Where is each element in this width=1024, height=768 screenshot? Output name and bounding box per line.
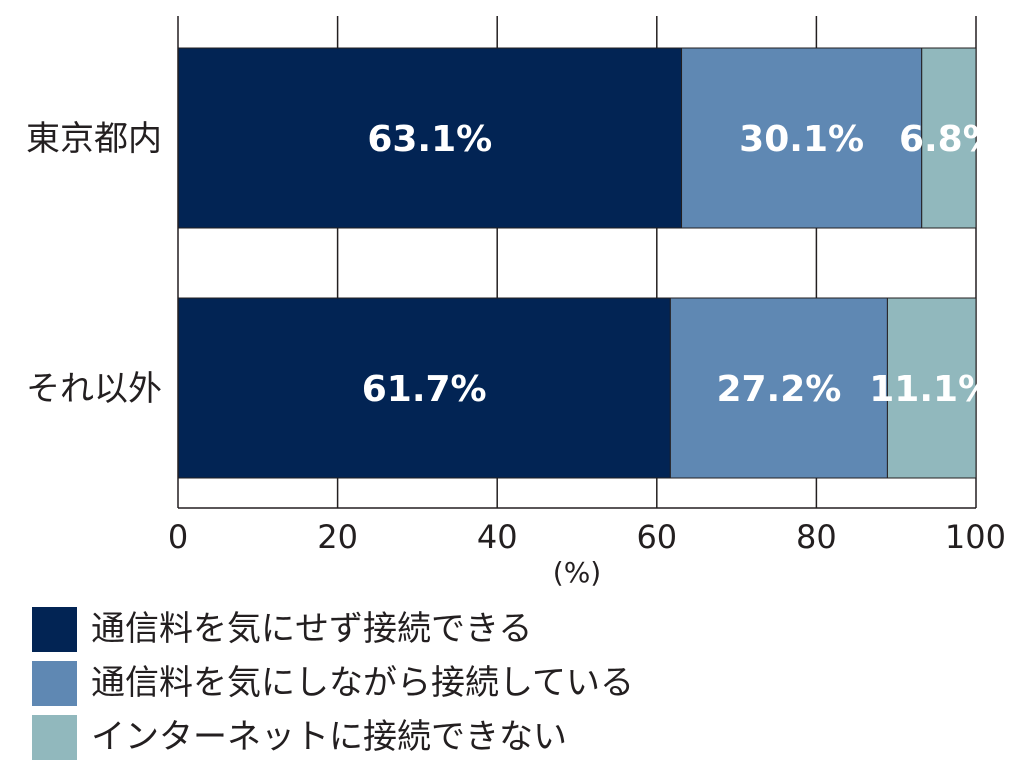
x-tick-label: 60 [636,518,677,556]
legend-label: 通信料を気にせず接続できる [91,609,533,649]
data-label: 11.1% [869,369,994,410]
legend-label: 通信料を気にしながら接続している [91,663,634,703]
bar-segment [669,297,888,479]
data-label: 63.1% [367,119,492,160]
x-tick-label: 40 [477,518,518,556]
category-label: 東京都内 [26,119,162,159]
legend-swatch [32,606,77,652]
legend-swatch [32,714,77,760]
x-axis-unit-label: (%) [553,556,601,589]
legend-label: インターネットに接続できない [91,717,567,757]
bar-segment [886,297,977,479]
category-label: それ以外 [26,369,162,409]
data-label: 30.1% [739,119,864,160]
x-tick-label: 0 [168,518,188,556]
legend-item: インターネットに接続できない [32,714,634,760]
x-tick-label: 80 [796,518,837,556]
x-tick-label: 20 [317,518,358,556]
bar-segment [177,297,671,479]
bar-segment [681,47,923,229]
legend-swatch [32,660,77,706]
bar-segment [921,47,977,229]
data-label: 27.2% [716,369,841,410]
bar-layer: 63.1% 30.1% 6.8% 61.7% 27.2% 11.1% [177,47,999,479]
legend: 通信料を気にせず接続できる通信料を気にしながら接続している インターネットに接続で… [32,606,634,768]
legend-item: 通信料を気にせず接続できる [32,606,634,652]
x-tick-label: 100 [945,518,1006,556]
data-label: 6.8% [899,119,999,160]
legend-item: 通信料を気にしながら接続している [32,660,634,706]
bar-segment [177,47,683,229]
data-label: 61.7% [362,369,487,410]
